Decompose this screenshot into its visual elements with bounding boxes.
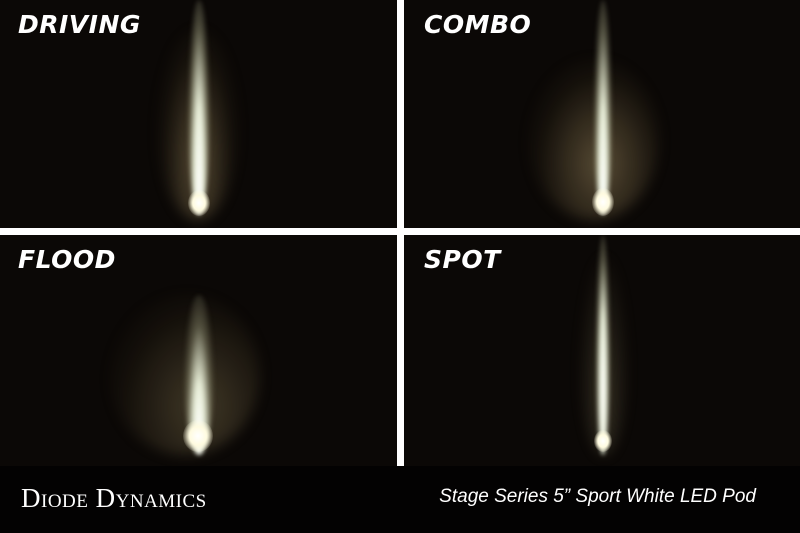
beam-label: COMBO xyxy=(424,10,532,39)
light-beam xyxy=(188,0,210,215)
footer-bar: Diode Dynamics Stage Series 5” Sport Whi… xyxy=(0,466,800,533)
beam-label: SPOT xyxy=(424,245,501,274)
beam-label: FLOOD xyxy=(18,245,116,274)
brand-logo: Diode Dynamics xyxy=(21,483,207,513)
light-beam xyxy=(594,0,612,215)
panel-spot: SPOT xyxy=(404,235,800,466)
panel-combo: COMBO xyxy=(404,0,800,228)
beam-label: DRIVING xyxy=(18,10,141,39)
panel-flood: FLOOD xyxy=(0,235,397,466)
panel-driving: DRIVING xyxy=(0,0,397,228)
light-beam xyxy=(596,235,610,455)
product-name: Stage Series 5” Sport White LED Pod xyxy=(439,486,756,507)
